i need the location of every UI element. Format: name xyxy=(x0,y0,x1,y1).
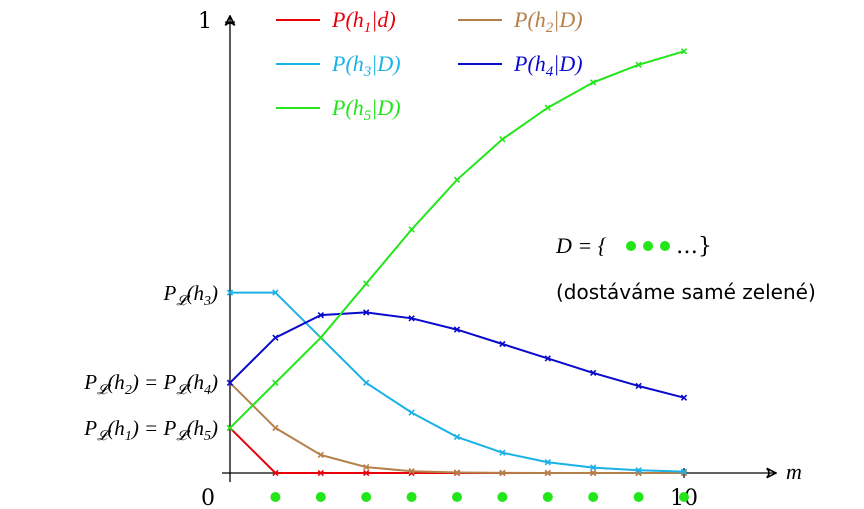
legend-label-h2: P(h2|D) xyxy=(513,7,583,36)
annotation-prior-h2-h4: P𝓛(h2) = P𝓛(h4) xyxy=(83,370,218,398)
series-point-h4-9 xyxy=(635,382,642,390)
series-point-h2-1 xyxy=(272,424,279,432)
series-point-h3-9 xyxy=(635,467,642,474)
series-point-h3-8 xyxy=(590,464,597,471)
series-point-h1-3 xyxy=(363,469,370,477)
series-point-h3-7 xyxy=(544,459,551,466)
series-point-h4-7 xyxy=(544,355,551,362)
observation-dot-6 xyxy=(497,492,508,502)
x-tick-label-0: 0 xyxy=(201,486,215,509)
series-point-h5-8 xyxy=(590,79,597,86)
observation-dot-5 xyxy=(452,492,462,502)
series-layer xyxy=(226,48,688,477)
series-point-h5-6 xyxy=(499,136,506,143)
series-point-h2-6 xyxy=(499,469,506,477)
series-point-h3-3 xyxy=(363,379,370,386)
series-point-h2-2 xyxy=(317,451,324,459)
series-point-h2-5 xyxy=(453,469,461,476)
series-point-h4-3 xyxy=(363,309,370,316)
annotation-data-set-prefix: D = { xyxy=(555,233,607,258)
observation-dot-9 xyxy=(633,492,644,502)
series-line-h3 xyxy=(230,291,685,473)
observation-dot-2 xyxy=(315,492,326,502)
series-point-h5-2 xyxy=(317,334,324,341)
observation-dot-1 xyxy=(270,492,281,502)
annotation-green-dot-3 xyxy=(660,241,670,251)
legend-item-h5: P(h5|D) xyxy=(276,95,401,124)
legend-item-h1: P(h1|d) xyxy=(276,7,396,36)
series-point-h4-8 xyxy=(590,369,597,377)
legend: P(h1|d) P(h2|D) P(h3|D) P(h4|D) P(h5|D) xyxy=(276,7,583,124)
series-point-h1-1 xyxy=(272,469,279,477)
series-point-h5-9 xyxy=(635,61,642,69)
observation-dot-7 xyxy=(542,492,553,502)
series-line-h1 xyxy=(229,427,684,474)
series-point-h4-0 xyxy=(226,379,234,386)
legend-item-h3: P(h3|D) xyxy=(276,51,401,80)
series-point-h5-3 xyxy=(363,280,370,287)
annotation-data-set-suffix: …} xyxy=(676,234,712,259)
observation-dot-8 xyxy=(588,492,599,502)
series-point-h5-5 xyxy=(453,176,461,184)
legend-item-h4: P(h4|D) xyxy=(458,51,583,80)
series-point-h3-5 xyxy=(453,433,461,441)
series-point-h4-10 xyxy=(680,394,688,401)
series-line-h4 xyxy=(229,311,685,399)
legend-label-h1: P(h1|d) xyxy=(331,7,396,36)
observation-dot-3 xyxy=(361,492,372,502)
series-point-h4-4 xyxy=(408,315,415,322)
series-point-h4-6 xyxy=(499,340,506,348)
legend-label-h5: P(h5|D) xyxy=(331,95,401,124)
annotation-green-dot-1 xyxy=(626,241,636,251)
series-point-h2-7 xyxy=(544,469,551,477)
series-point-h5-0 xyxy=(226,424,234,432)
annotation-data-note: (dostáváme samé zelené) xyxy=(556,280,816,304)
series-point-h4-1 xyxy=(272,334,279,341)
observation-dots xyxy=(270,492,689,502)
series-point-h3-4 xyxy=(408,409,415,416)
series-point-h5-1 xyxy=(272,379,279,386)
annotation-green-dot-2 xyxy=(643,241,653,251)
series-point-h4-2 xyxy=(317,311,324,319)
legend-label-h3: P(h3|D) xyxy=(331,51,401,80)
series-point-h5-4 xyxy=(408,226,415,233)
series-point-h3-1 xyxy=(272,289,279,296)
series-point-h5-10 xyxy=(680,48,688,55)
legend-item-h2: P(h2|D) xyxy=(458,7,583,36)
legend-label-h4: P(h4|D) xyxy=(513,51,583,80)
y-tick-label-1: 1 xyxy=(198,9,212,34)
annotation-data-set: D = { …} xyxy=(555,233,712,259)
series-point-h3-6 xyxy=(499,449,506,456)
observation-dot-4 xyxy=(406,492,417,502)
series-point-h2-4 xyxy=(408,468,415,475)
series-point-h1-2 xyxy=(317,469,324,477)
observation-dot-10 xyxy=(679,492,689,502)
series-point-h2-8 xyxy=(590,469,597,477)
series-point-h3-0 xyxy=(226,289,234,296)
series-line-h2 xyxy=(229,382,684,474)
annotation-prior-h3: P𝓛(h3) xyxy=(162,281,218,309)
x-axis-label: m xyxy=(786,459,802,484)
series-point-h2-3 xyxy=(363,463,370,471)
series-point-h5-7 xyxy=(544,104,551,111)
annotation-prior-h1-h5: P𝓛(h1) = P𝓛(h5) xyxy=(83,416,218,444)
series-point-h4-5 xyxy=(453,326,461,333)
series-point-h3-10 xyxy=(680,468,688,475)
